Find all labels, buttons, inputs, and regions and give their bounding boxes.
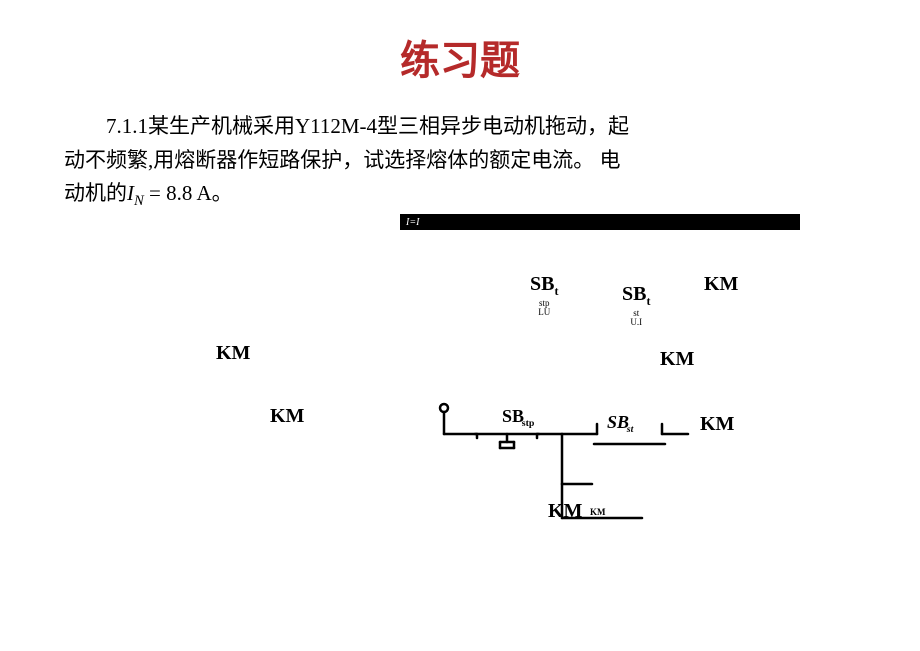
var-I: I: [127, 181, 134, 205]
var-N: N: [134, 193, 144, 209]
problem-line-3: 动机的IN = 8.8 A。: [64, 177, 856, 214]
problem-line-1: 7.1.1某生产机械采用Y112M-4型三相异步电动机拖动，起: [64, 110, 856, 144]
label-km_l2: KM: [270, 405, 304, 428]
circuit-diagram: SBstpSBst: [432, 400, 692, 520]
problem-line-3-prefix: 动机的: [64, 181, 127, 205]
black-bar: I=I: [400, 214, 800, 230]
svg-text:SB: SB: [607, 412, 629, 432]
svg-text:st: st: [626, 424, 634, 435]
problem-text: 7.1.1某生产机械采用Y112M-4型三相异步电动机拖动，起 动不频繁,用熔断…: [0, 86, 920, 214]
svg-text:SB: SB: [502, 406, 524, 426]
page-title: 练习题: [0, 0, 920, 86]
label-sbt2: SBtstU.I: [622, 283, 650, 327]
label-km_l1: KM: [216, 342, 250, 365]
label-km_tr: KM: [704, 273, 738, 296]
label-km_r2: KM: [700, 413, 734, 436]
problem-line-2: 动不频繁,用熔断器作短路保护，试选择熔体的额定电流。 电: [64, 144, 856, 178]
label-km_r1: KM: [660, 348, 694, 371]
svg-text:stp: stp: [522, 418, 535, 429]
label-sbt1: SBtstpLU: [530, 273, 558, 317]
problem-eq-rest: = 8.8 A。: [144, 181, 233, 205]
